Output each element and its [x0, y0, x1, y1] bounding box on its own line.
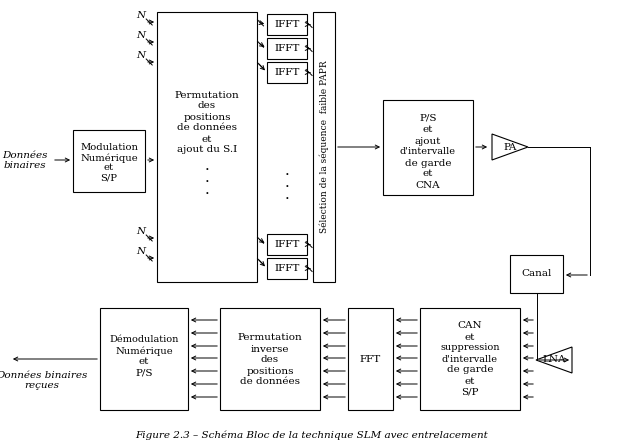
Text: CAN: CAN [457, 321, 482, 331]
Text: P/S: P/S [419, 113, 437, 122]
Text: ·: · [205, 163, 210, 177]
Text: Canal: Canal [521, 270, 552, 279]
Text: suppression: suppression [441, 344, 500, 352]
Bar [348, 308, 393, 410]
Bar [267, 258, 307, 279]
Text: Numérique: Numérique [80, 153, 138, 163]
Text: IFFT: IFFT [275, 264, 300, 273]
Bar [73, 130, 145, 192]
Bar [313, 12, 335, 282]
Text: ·: · [285, 192, 290, 206]
Text: N: N [137, 227, 145, 235]
Text: de garde: de garde [447, 365, 493, 375]
Text: ·: · [205, 175, 210, 189]
Text: Figure 2.3 – Schéma Bloc de la technique SLM avec entrelacement: Figure 2.3 – Schéma Bloc de la technique… [135, 430, 489, 440]
Text: S/P: S/P [100, 174, 117, 182]
Text: N: N [137, 11, 145, 20]
Text: de données: de données [240, 377, 300, 387]
Text: IFFT: IFFT [275, 20, 300, 29]
Text: ·: · [285, 168, 290, 182]
Text: d'intervalle: d'intervalle [442, 355, 498, 364]
Text: N: N [137, 50, 145, 60]
Text: positions: positions [246, 367, 294, 376]
Bar [100, 308, 188, 410]
Text: Données: Données [2, 150, 48, 159]
Text: ·: · [205, 187, 210, 201]
Bar [157, 12, 257, 282]
Text: et: et [465, 332, 475, 341]
Text: Démodulation: Démodulation [109, 336, 178, 344]
Text: Numérique: Numérique [115, 346, 173, 356]
Text: FFT: FFT [360, 355, 381, 364]
Text: et: et [423, 170, 433, 178]
Text: P/S: P/S [135, 368, 153, 377]
Text: N: N [137, 31, 145, 40]
Text: et: et [202, 134, 212, 143]
Text: de garde: de garde [405, 158, 451, 167]
Text: S/P: S/P [461, 388, 479, 396]
Text: Sélection de la séquence  faible PAPR: Sélection de la séquence faible PAPR [319, 61, 329, 233]
Text: ·: · [285, 180, 290, 194]
Text: reçues: reçues [24, 381, 59, 391]
Text: et: et [139, 357, 149, 367]
Text: CNA: CNA [416, 181, 441, 190]
Bar [267, 62, 307, 83]
Text: ajout: ajout [415, 137, 441, 146]
Text: des: des [198, 101, 216, 110]
Text: et: et [423, 125, 433, 134]
Text: IFFT: IFFT [275, 68, 300, 77]
Bar [220, 308, 320, 410]
Bar [420, 308, 520, 410]
Polygon shape [536, 347, 572, 373]
Text: Modulation: Modulation [80, 143, 138, 153]
Text: N: N [137, 247, 145, 255]
Text: ajout du S.I: ajout du S.I [177, 146, 237, 154]
Text: inverse: inverse [251, 344, 290, 353]
Text: IFFT: IFFT [275, 240, 300, 249]
Text: positions: positions [183, 113, 231, 121]
Text: Données binaires: Données binaires [0, 371, 88, 380]
Text: et: et [465, 376, 475, 385]
Bar [510, 255, 563, 293]
Bar [267, 234, 307, 255]
Bar [383, 100, 473, 195]
Polygon shape [492, 134, 528, 160]
Text: Permutation: Permutation [238, 333, 303, 343]
Bar [267, 38, 307, 59]
Text: LNA: LNA [542, 356, 566, 364]
Bar [267, 14, 307, 35]
Text: PA: PA [504, 142, 517, 151]
Text: d'intervalle: d'intervalle [400, 147, 456, 157]
Text: de données: de données [177, 124, 237, 133]
Text: IFFT: IFFT [275, 44, 300, 53]
Text: des: des [261, 356, 279, 364]
Text: Permutation: Permutation [175, 90, 240, 100]
Text: et: et [104, 163, 114, 173]
Text: binaires: binaires [4, 161, 46, 170]
